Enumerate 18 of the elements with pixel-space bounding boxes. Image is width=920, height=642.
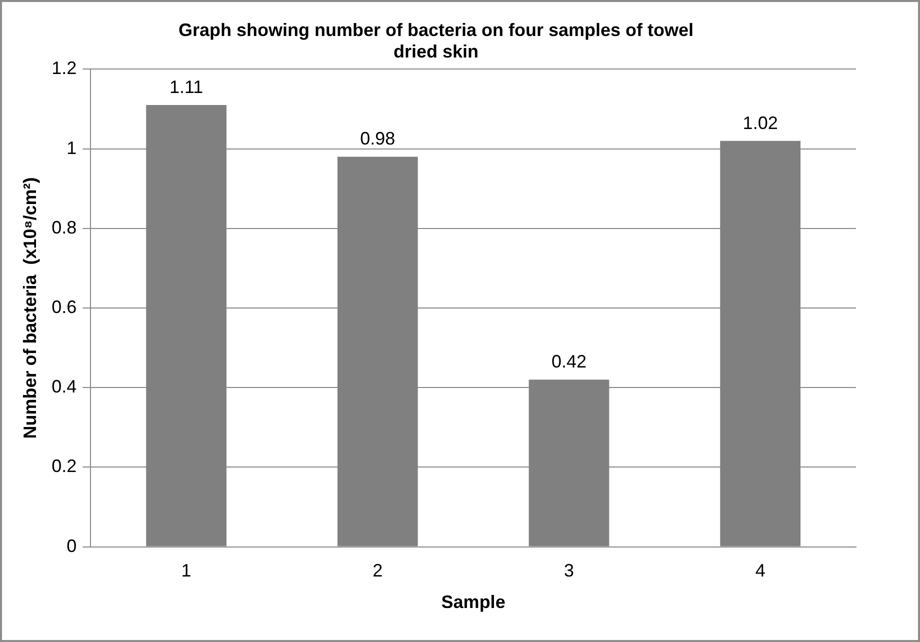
y-tick-label: 0.2 (52, 456, 77, 476)
y-tick-label: 0.8 (52, 217, 77, 238)
x-tick-label: 4 (755, 560, 766, 581)
data-label: 0.98 (360, 128, 396, 149)
y-tick-label: 0 (66, 536, 77, 556)
x-tick-label: 1 (181, 560, 192, 581)
y-axis-title: Number of bacteria (x10⁸/cm²) (20, 177, 40, 439)
data-label: 0.42 (551, 352, 587, 372)
x-tick-label: 3 (564, 560, 574, 581)
data-label: 1.02 (742, 112, 778, 133)
chart-title: Graph showing number of bacteria on four samples of towel dried skin (178, 20, 694, 62)
y-tick-label: 0.4 (52, 376, 77, 397)
y-tick-label: 1 (66, 138, 77, 158)
x-tick-label: 2 (372, 560, 383, 581)
data-label: 1.11 (169, 76, 204, 97)
y-tick-label: 0.6 (52, 296, 77, 317)
x-axis-title: Sample (441, 592, 506, 612)
y-tick-label: 1.2 (52, 58, 77, 78)
